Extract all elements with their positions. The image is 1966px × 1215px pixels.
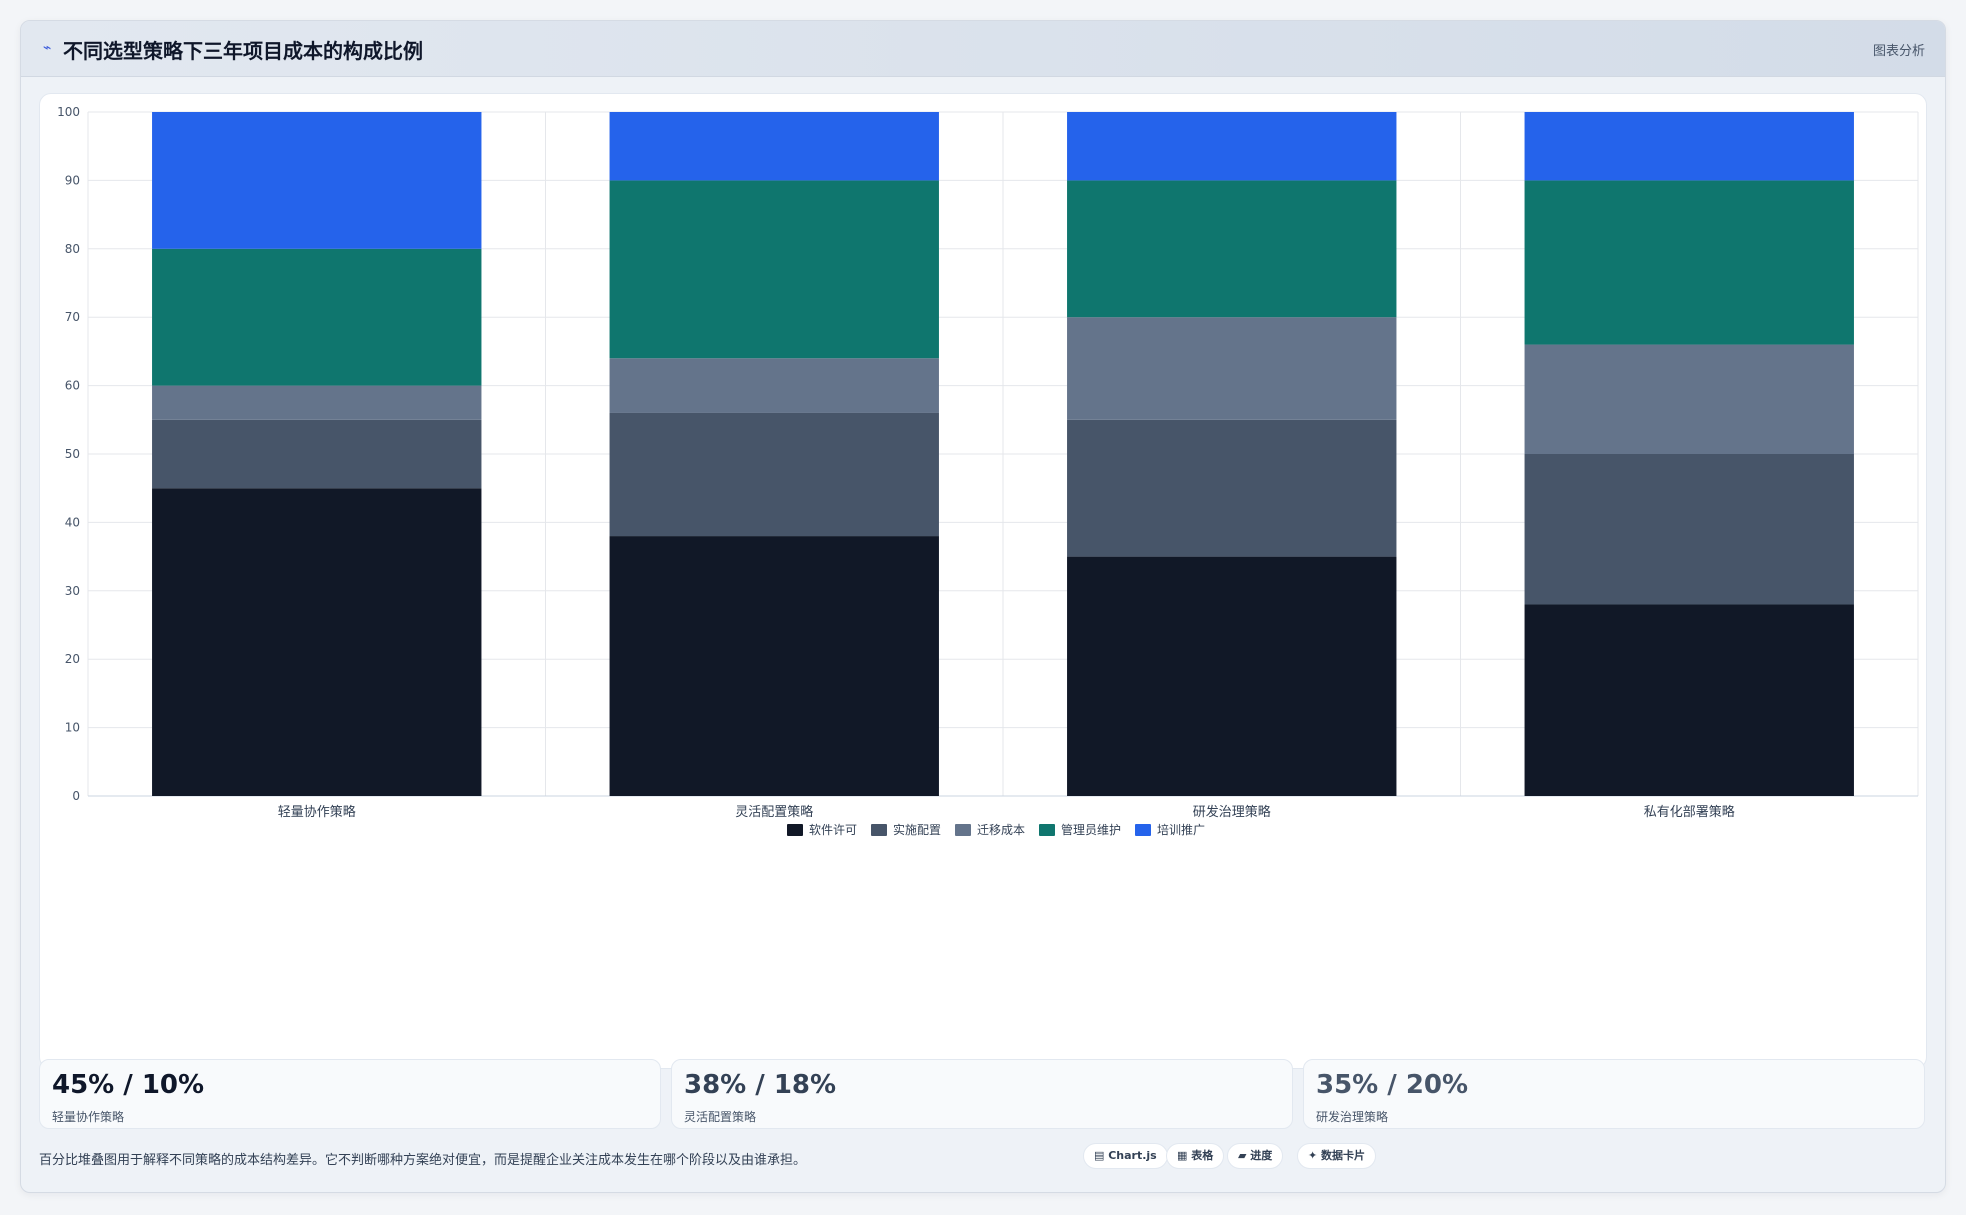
y-tick-label: 60 xyxy=(65,379,80,393)
y-tick-label: 10 xyxy=(65,721,80,735)
legend-label: 管理员维护 xyxy=(1061,822,1121,837)
x-category-label: 研发治理策略 xyxy=(1193,804,1271,820)
legend-swatch xyxy=(871,824,887,836)
legend-swatch xyxy=(1039,824,1055,836)
bar-segment xyxy=(1067,112,1397,181)
bar-segment xyxy=(152,112,482,249)
stat-label: 轻量协作策略 xyxy=(52,1110,125,1124)
pill-chartjs[interactable]: ▤ Chart.js xyxy=(1083,1143,1168,1169)
stat-card-light: 45% / 10% 轻量协作策略 xyxy=(39,1059,661,1129)
pill-table[interactable]: ▦ 表格 xyxy=(1166,1143,1225,1169)
y-tick-label: 90 xyxy=(65,173,80,187)
bar-segment xyxy=(152,419,482,489)
legend-label: 培训推广 xyxy=(1157,822,1205,837)
bar-segment xyxy=(1524,112,1854,181)
legend-label: 实施配置 xyxy=(893,822,941,837)
bar-segment xyxy=(1067,180,1397,318)
pill-progress[interactable]: ▰ 进度 xyxy=(1227,1143,1284,1169)
y-tick-label: 30 xyxy=(65,584,80,598)
bar-segment xyxy=(152,488,482,796)
stat-card-flexible: 38% / 18% 灵活配置策略 xyxy=(671,1059,1293,1129)
bar-segment xyxy=(1524,344,1854,454)
bar-segment xyxy=(1524,454,1854,605)
y-tick-label: 20 xyxy=(65,652,80,666)
legend-swatch xyxy=(1135,824,1151,836)
y-tick-label: 50 xyxy=(65,447,80,461)
x-category-label: 灵活配置策略 xyxy=(735,804,813,820)
y-tick-label: 0 xyxy=(72,789,80,803)
chart-card: 0 10 20 30 40 50 60 70 80 90 100 轻量协作策略 灵活配置策略 研发治理策略… xyxy=(39,93,1927,1069)
y-tick-label: 100 xyxy=(57,105,80,119)
chart-footnote: 百分比堆叠图用于解释不同策略的成本结构差异。它不判断哪种方案绝对便宜，而是提醒企… xyxy=(39,1153,807,1168)
y-tick-label: 80 xyxy=(65,242,80,256)
bar-segment xyxy=(152,385,482,420)
stacked-bar-chart: 0 10 20 30 40 50 60 70 80 90 100 轻量协作策略 灵活配置策略 研发治理策略… xyxy=(57,105,1919,837)
chart-logo-icon: ⌁ xyxy=(43,40,52,56)
bar-segment xyxy=(609,412,939,537)
page-title: 不同选型策略下三年项目成本的构成比例 xyxy=(63,39,423,63)
stat-label: 研发治理策略 xyxy=(1316,1110,1389,1124)
x-category-label: 轻量协作策略 xyxy=(278,804,356,820)
legend-label: 迁移成本 xyxy=(977,823,1025,837)
legend-label: 软件许可 xyxy=(809,823,857,837)
y-tick-label: 40 xyxy=(65,515,80,529)
bar-segment xyxy=(1067,556,1397,796)
chart-analysis-link[interactable]: 图表分析 xyxy=(1872,44,1925,59)
header-bar: ⌁ 不同选型策略下三年项目成本的构成比例 图表分析 xyxy=(21,21,1945,77)
bar-segment xyxy=(1067,419,1397,557)
stat-card-governance: 35% / 20% 研发治理策略 xyxy=(1303,1059,1925,1129)
bar-segment xyxy=(1067,317,1397,420)
bar-segment xyxy=(1524,604,1854,796)
legend-swatch xyxy=(955,824,971,836)
bar-segment xyxy=(609,358,939,413)
legend-swatch xyxy=(787,824,803,836)
stat-value: 45% / 10% xyxy=(52,1070,205,1100)
app-window: ⌁ 不同选型策略下三年项目成本的构成比例 图表分析 0 10 20 30 40 50 60 7… xyxy=(20,20,1946,1193)
bar-segment xyxy=(609,536,939,796)
bar-segment xyxy=(609,112,939,181)
y-tick-label: 70 xyxy=(65,310,80,324)
x-category-label: 私有化部署策略 xyxy=(1644,804,1735,820)
bar-segment xyxy=(152,248,482,386)
stat-label: 灵活配置策略 xyxy=(684,1110,757,1124)
stat-value: 35% / 20% xyxy=(1316,1070,1469,1100)
pill-data-cards[interactable]: ✦ 数据卡片 xyxy=(1297,1143,1377,1169)
bar-segment xyxy=(609,180,939,359)
stat-value: 38% / 18% xyxy=(684,1070,837,1100)
bar-segment xyxy=(1524,180,1854,345)
